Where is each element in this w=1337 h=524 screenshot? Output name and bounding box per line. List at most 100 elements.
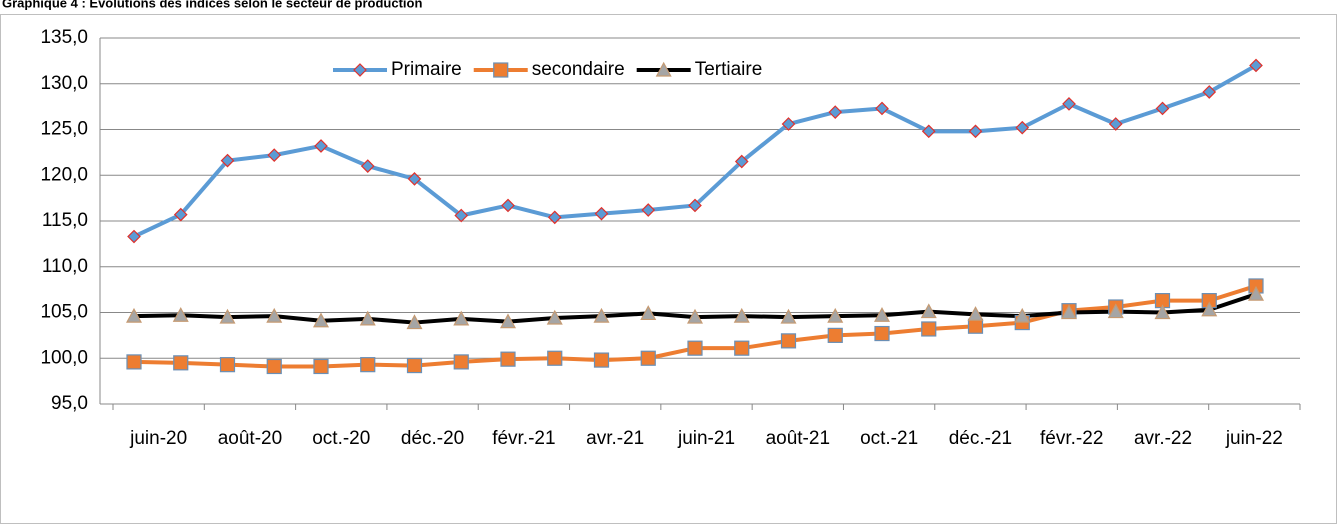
marker <box>500 351 516 367</box>
x-tick-label: avr.-21 <box>586 428 644 449</box>
marker <box>547 350 563 366</box>
marker <box>313 358 329 375</box>
marker <box>173 207 188 222</box>
y-tick-label: 135,0 <box>40 27 88 48</box>
x-tick-label: oct.-21 <box>860 428 918 449</box>
x-tick-label: juin-22 <box>1225 428 1283 449</box>
marker <box>267 148 282 162</box>
marker <box>1060 304 1078 320</box>
marker <box>312 312 330 328</box>
marker <box>1154 304 1171 320</box>
y-tick-label: 130,0 <box>40 73 88 94</box>
marker <box>734 340 750 356</box>
marker <box>499 313 517 329</box>
marker <box>1108 117 1123 131</box>
marker <box>125 307 143 323</box>
y-tick-label: 100,0 <box>40 347 88 368</box>
y-tick-label: 115,0 <box>42 210 88 231</box>
marker <box>501 198 515 213</box>
marker <box>220 153 235 168</box>
marker <box>780 308 797 324</box>
legend-marker <box>655 61 672 77</box>
marker <box>920 303 937 319</box>
marker <box>360 159 375 173</box>
marker <box>686 308 704 324</box>
marker <box>593 307 610 323</box>
marker <box>873 306 891 322</box>
marker <box>314 139 328 153</box>
marker <box>406 357 423 374</box>
marker <box>172 306 189 322</box>
legend-marker <box>353 63 367 77</box>
marker <box>219 308 236 324</box>
marker <box>594 206 609 221</box>
marker <box>1202 85 1217 99</box>
marker <box>454 208 469 223</box>
y-tick-label: 120,0 <box>40 164 88 185</box>
marker <box>593 352 610 368</box>
marker <box>1155 101 1170 116</box>
marker <box>734 154 749 169</box>
marker <box>219 357 236 373</box>
marker <box>547 210 562 225</box>
x-tick-label: oct.-20 <box>312 428 370 449</box>
x-tick-label: déc.-20 <box>401 428 464 449</box>
marker <box>266 358 282 375</box>
marker <box>546 309 563 325</box>
y-tick-label: 110,0 <box>42 256 88 277</box>
y-tick-label: 125,0 <box>40 119 88 140</box>
y-tick-label: 105,0 <box>40 302 88 323</box>
x-tick-label: août-20 <box>218 428 282 449</box>
marker <box>875 101 889 116</box>
x-tick-label: juin-20 <box>129 428 187 449</box>
marker <box>1062 97 1076 111</box>
marker <box>640 350 656 366</box>
marker <box>967 318 984 334</box>
marker <box>1249 58 1263 73</box>
marker <box>828 105 843 119</box>
marker <box>266 307 283 323</box>
marker <box>1247 285 1265 301</box>
chart-title: Graphique 4 : Évolutions des indices sel… <box>2 0 422 10</box>
marker <box>407 172 422 186</box>
marker <box>921 321 937 337</box>
legend-label: Tertiaire <box>695 59 763 80</box>
marker <box>1201 301 1218 317</box>
x-tick-label: févr.-21 <box>492 428 555 449</box>
marker <box>827 327 843 343</box>
marker <box>1014 307 1031 323</box>
marker <box>1015 120 1030 135</box>
y-tick-label: 95,0 <box>51 393 88 414</box>
x-tick-label: déc.-21 <box>949 428 1012 449</box>
x-tick-label: août-21 <box>766 428 830 449</box>
marker <box>173 355 189 371</box>
chart-frame <box>0 14 1337 524</box>
marker <box>453 310 470 326</box>
marker <box>968 124 983 139</box>
legend-label: Primaire <box>391 59 462 80</box>
marker <box>360 357 376 373</box>
x-tick-label: juin-21 <box>677 428 735 449</box>
marker <box>641 203 656 217</box>
legend-label: secondaire <box>532 59 625 80</box>
marker <box>453 354 469 370</box>
x-tick-label: avr.-22 <box>1134 428 1192 449</box>
marker <box>733 307 750 323</box>
marker <box>874 325 890 342</box>
marker <box>688 198 702 213</box>
x-tick-label: févr.-22 <box>1040 428 1103 449</box>
marker <box>781 117 796 131</box>
marker <box>687 340 703 356</box>
marker <box>127 229 141 244</box>
marker <box>780 333 797 349</box>
marker <box>359 310 376 326</box>
marker <box>827 307 844 323</box>
marker <box>921 124 936 139</box>
marker <box>640 305 657 321</box>
marker <box>967 306 984 321</box>
marker <box>406 314 423 330</box>
marker <box>126 354 142 370</box>
marker <box>1107 303 1124 319</box>
legend-marker <box>493 62 509 78</box>
